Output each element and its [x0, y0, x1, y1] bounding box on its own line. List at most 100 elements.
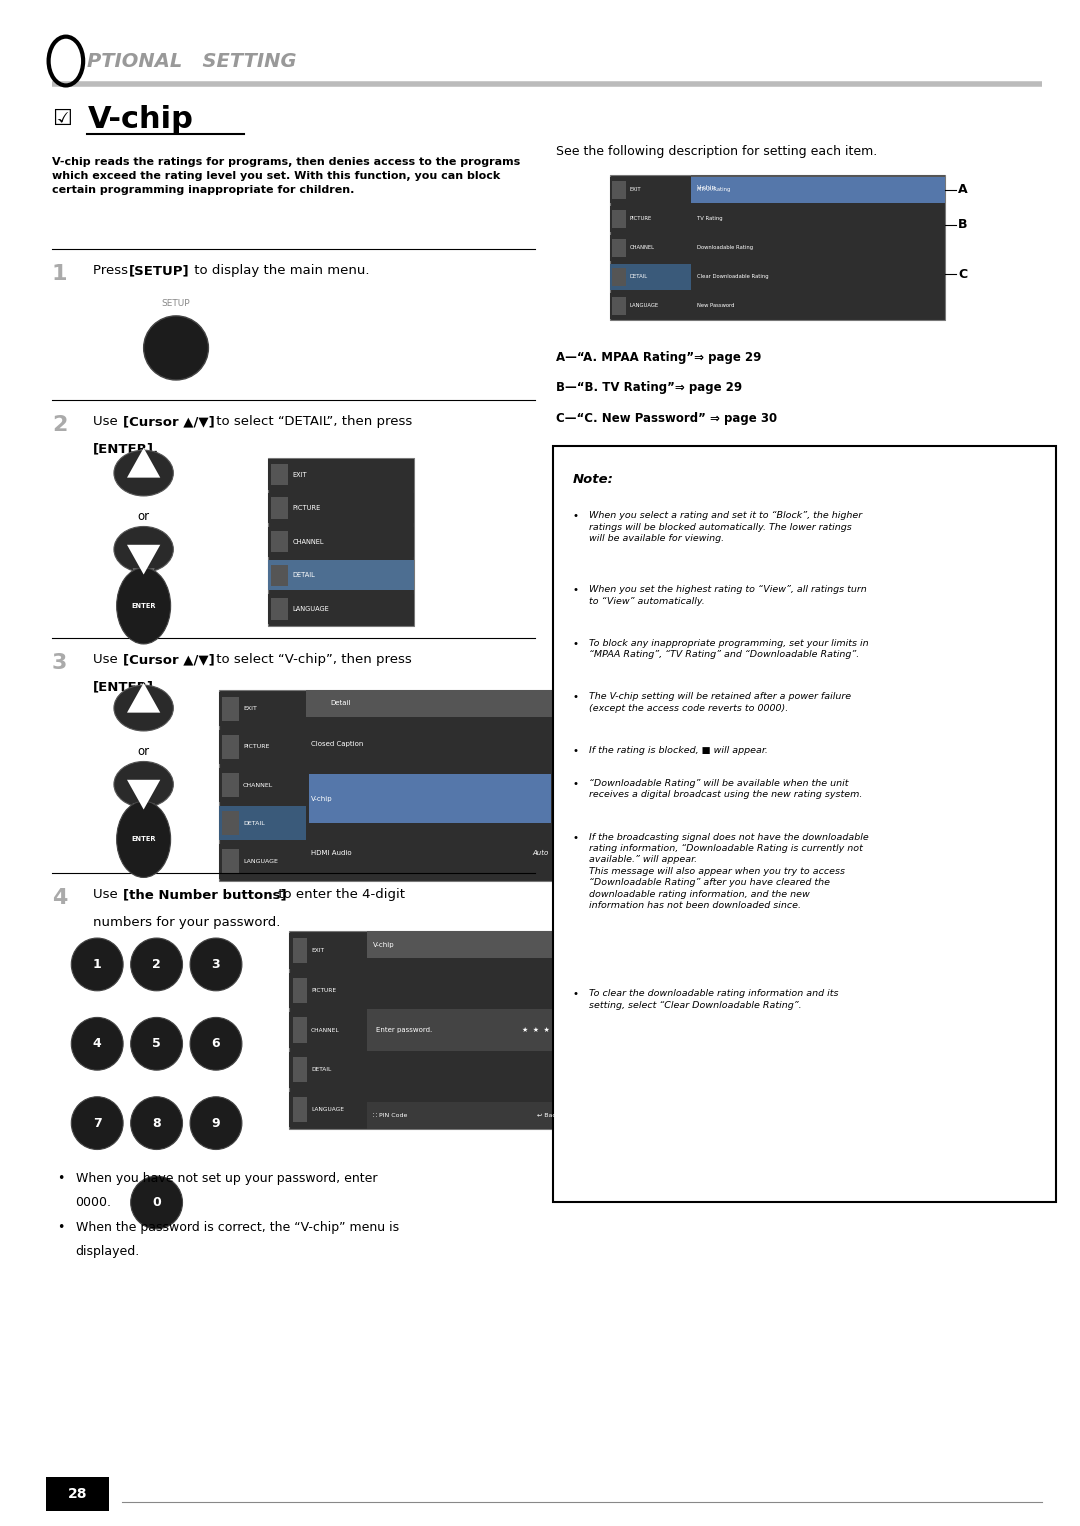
Text: MPAA Rating: MPAA Rating: [697, 188, 730, 192]
Text: 1: 1: [93, 958, 102, 971]
Ellipse shape: [190, 1018, 242, 1070]
Text: 6: 6: [212, 1038, 220, 1050]
Text: EXIT: EXIT: [293, 472, 308, 478]
Text: V-chip: V-chip: [373, 942, 394, 948]
FancyBboxPatch shape: [219, 768, 306, 803]
Text: TV Rating: TV Rating: [697, 217, 723, 221]
Ellipse shape: [71, 1018, 123, 1070]
FancyBboxPatch shape: [289, 1051, 367, 1088]
FancyBboxPatch shape: [293, 1058, 307, 1082]
Text: V-chip: V-chip: [697, 185, 716, 191]
Text: 0000.: 0000.: [76, 1196, 111, 1210]
Text: Enter password.: Enter password.: [376, 1027, 432, 1033]
Text: DETAIL: DETAIL: [311, 1067, 332, 1073]
Text: CHANNEL: CHANNEL: [630, 246, 654, 250]
Text: PICTURE: PICTURE: [293, 505, 321, 511]
Ellipse shape: [144, 316, 208, 380]
Text: EXIT: EXIT: [311, 948, 324, 954]
FancyBboxPatch shape: [219, 806, 306, 841]
Text: [Cursor ▲/▼]: [Cursor ▲/▼]: [123, 653, 215, 667]
Text: DETAIL: DETAIL: [630, 275, 648, 279]
FancyBboxPatch shape: [222, 696, 239, 720]
Text: B—“B. TV Rating”⇒ page 29: B—“B. TV Rating”⇒ page 29: [556, 382, 742, 395]
Ellipse shape: [131, 938, 183, 990]
Text: V-chip reads the ratings for programs, then denies access to the programs
which : V-chip reads the ratings for programs, t…: [52, 157, 521, 195]
FancyBboxPatch shape: [289, 1012, 367, 1048]
Text: A—“A. MPAA Rating”⇒ page 29: A—“A. MPAA Rating”⇒ page 29: [556, 351, 761, 365]
FancyBboxPatch shape: [222, 812, 239, 836]
Text: 2: 2: [152, 958, 161, 971]
Text: •: •: [572, 833, 579, 842]
Text: DETAIL: DETAIL: [243, 821, 265, 826]
FancyBboxPatch shape: [268, 594, 414, 624]
Text: 8: 8: [152, 1117, 161, 1129]
Text: LANGUAGE: LANGUAGE: [630, 304, 659, 308]
Text: If the rating is blocked, ■ will appear.: If the rating is blocked, ■ will appear.: [589, 746, 768, 755]
Text: ENTER: ENTER: [132, 836, 156, 842]
Polygon shape: [133, 803, 154, 827]
FancyBboxPatch shape: [610, 235, 691, 261]
Text: PTIONAL   SETTING: PTIONAL SETTING: [87, 52, 297, 70]
Text: B: B: [958, 218, 968, 232]
Text: When you select a rating and set it to “Block”, the higher
ratings will be block: When you select a rating and set it to “…: [589, 511, 862, 543]
FancyBboxPatch shape: [553, 446, 1056, 1202]
Text: to enter the 4-digit: to enter the 4-digit: [274, 888, 405, 902]
Text: •: •: [57, 1172, 65, 1186]
Text: LANGUAGE: LANGUAGE: [311, 1106, 345, 1112]
Text: LANGUAGE: LANGUAGE: [243, 859, 278, 864]
FancyBboxPatch shape: [610, 264, 691, 290]
FancyBboxPatch shape: [219, 691, 306, 726]
Text: C: C: [958, 267, 967, 281]
Text: New Password: New Password: [697, 304, 734, 308]
Text: 0: 0: [152, 1196, 161, 1209]
Text: numbers for your password.: numbers for your password.: [93, 916, 280, 929]
FancyBboxPatch shape: [367, 1009, 565, 1051]
Ellipse shape: [190, 938, 242, 990]
Text: C—“C. New Password” ⇒ page 30: C—“C. New Password” ⇒ page 30: [556, 412, 778, 426]
Text: 3: 3: [52, 653, 67, 673]
Text: A: A: [958, 183, 968, 197]
Text: Downloadable Rating: Downloadable Rating: [697, 246, 753, 250]
Text: “Downloadable Rating” will be available when the unit
receives a digital broadca: “Downloadable Rating” will be available …: [589, 778, 862, 800]
FancyBboxPatch shape: [610, 293, 691, 319]
Text: HDMI Audio: HDMI Audio: [311, 850, 352, 856]
Text: CHANNEL: CHANNEL: [243, 783, 273, 787]
FancyBboxPatch shape: [367, 1102, 565, 1129]
FancyBboxPatch shape: [612, 267, 626, 287]
FancyBboxPatch shape: [610, 177, 691, 203]
FancyBboxPatch shape: [268, 459, 414, 490]
FancyBboxPatch shape: [268, 458, 414, 626]
FancyBboxPatch shape: [271, 598, 288, 620]
Ellipse shape: [190, 1097, 242, 1149]
FancyBboxPatch shape: [610, 175, 945, 320]
Ellipse shape: [71, 938, 123, 990]
Text: To block any inappropriate programming, set your limits in
“MPAA Rating”, “TV Ra: To block any inappropriate programming, …: [589, 639, 868, 659]
FancyBboxPatch shape: [219, 690, 554, 881]
FancyBboxPatch shape: [222, 848, 239, 873]
Text: [ENTER].: [ENTER].: [93, 681, 159, 694]
Text: LANGUAGE: LANGUAGE: [293, 606, 329, 612]
FancyBboxPatch shape: [268, 493, 414, 523]
Text: •: •: [572, 989, 579, 1000]
FancyBboxPatch shape: [271, 531, 288, 552]
Text: 28: 28: [68, 1486, 87, 1502]
Text: CHANNEL: CHANNEL: [293, 539, 324, 545]
Polygon shape: [127, 449, 160, 478]
Ellipse shape: [71, 1097, 123, 1149]
Text: Use: Use: [93, 888, 122, 902]
Ellipse shape: [131, 1018, 183, 1070]
Text: 1: 1: [52, 264, 67, 284]
Text: PICTURE: PICTURE: [630, 217, 652, 221]
Text: •: •: [572, 746, 579, 755]
FancyBboxPatch shape: [293, 938, 307, 963]
Ellipse shape: [114, 450, 173, 496]
FancyBboxPatch shape: [612, 180, 626, 200]
FancyBboxPatch shape: [309, 774, 551, 824]
Text: or: or: [137, 510, 150, 523]
Text: •: •: [572, 778, 579, 789]
FancyBboxPatch shape: [612, 238, 626, 258]
Text: EN: EN: [71, 1517, 84, 1526]
FancyBboxPatch shape: [268, 560, 414, 591]
Text: 5: 5: [152, 1038, 161, 1050]
Ellipse shape: [114, 761, 173, 807]
